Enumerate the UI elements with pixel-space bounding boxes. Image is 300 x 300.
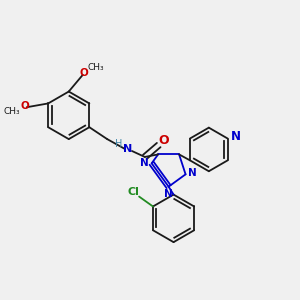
Text: O: O — [80, 68, 88, 78]
Text: H: H — [116, 139, 123, 149]
Text: N: N — [188, 168, 197, 178]
Text: O: O — [20, 101, 29, 111]
Text: CH₃: CH₃ — [4, 107, 20, 116]
Text: N: N — [231, 130, 241, 143]
Text: CH₃: CH₃ — [87, 63, 104, 72]
Text: N: N — [123, 144, 133, 154]
Text: N: N — [140, 158, 149, 168]
Text: O: O — [158, 134, 169, 147]
Text: N: N — [164, 189, 173, 199]
Text: Cl: Cl — [127, 187, 139, 196]
